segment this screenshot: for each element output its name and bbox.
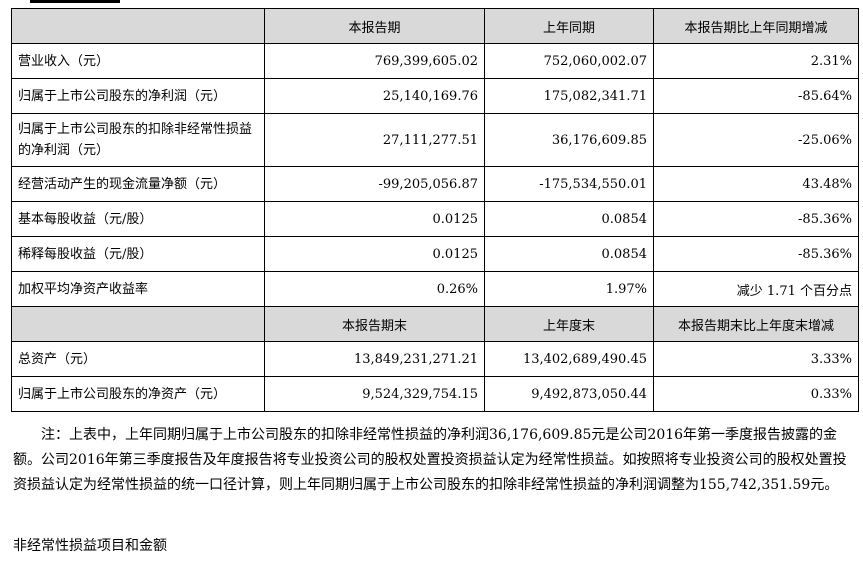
row-prior: 752,060,002.07 <box>484 43 654 79</box>
row-label: 基本每股收益（元/股） <box>11 201 265 237</box>
table-row: 归属于上市公司股东的净利润（元） 25,140,169.76 175,082,3… <box>11 78 859 114</box>
row-current: 0.0125 <box>264 201 485 237</box>
row-prior: 0.0854 <box>484 201 654 237</box>
row-prior: 36,176,609.85 <box>484 113 654 167</box>
top-heading-fragment <box>30 0 120 3</box>
table-row: 稀释每股收益（元/股） 0.0125 0.0854 -85.36% <box>11 236 859 272</box>
section-heading: 非经常性损益项目和金额 <box>13 538 167 554</box>
table-row: 归属于上市公司股东的净资产（元） 9,524,329,754.15 9,492,… <box>11 376 859 412</box>
row-change: 2.31% <box>653 43 859 79</box>
header-current-period: 本报告期 <box>264 8 485 44</box>
row-label: 加权平均净资产收益率 <box>11 271 265 307</box>
row-current: -99,205,056.87 <box>264 166 485 202</box>
row-change: 减少 1.71 个百分点 <box>653 271 859 307</box>
table-row: 基本每股收益（元/股） 0.0125 0.0854 -85.36% <box>11 201 859 237</box>
row-prior: 13,402,689,490.45 <box>484 341 654 377</box>
row-prior: 175,082,341.71 <box>484 78 654 114</box>
row-change: 0.33% <box>653 376 859 412</box>
row-label: 归属于上市公司股东的扣除非经常性损益的净利润（元） <box>11 113 265 167</box>
subheader-blank-cell <box>11 306 265 342</box>
row-prior: 0.0854 <box>484 236 654 272</box>
row-current: 0.26% <box>264 271 485 307</box>
table-row: 经营活动产生的现金流量净额（元） -99,205,056.87 -175,534… <box>11 166 859 202</box>
row-prior: 9,492,873,050.44 <box>484 376 654 412</box>
subheader-prior-year-end: 上年度末 <box>484 306 654 342</box>
subheader-change: 本报告期末比上年度末增减 <box>653 306 859 342</box>
row-current: 0.0125 <box>264 236 485 272</box>
table-row: 加权平均净资产收益率 0.26% 1.97% 减少 1.71 个百分点 <box>11 271 859 307</box>
row-change: 43.48% <box>653 166 859 202</box>
subheader-period-end: 本报告期末 <box>264 306 485 342</box>
row-current: 769,399,605.02 <box>264 43 485 79</box>
row-label: 归属于上市公司股东的净资产（元） <box>11 376 265 412</box>
row-label: 归属于上市公司股东的净利润（元） <box>11 78 265 114</box>
table-subheader-row: 本报告期末 上年度末 本报告期末比上年度末增减 <box>11 306 859 342</box>
row-current: 9,524,329,754.15 <box>264 376 485 412</box>
row-label: 总资产（元） <box>11 341 265 377</box>
row-prior: 1.97% <box>484 271 654 307</box>
footnote-text: 注：上表中，上年同期归属于上市公司股东的扣除非经常性损益的净利润36,176,6… <box>13 427 847 493</box>
row-current: 25,140,169.76 <box>264 78 485 114</box>
row-change: -85.64% <box>653 78 859 114</box>
row-current: 27,111,277.51 <box>264 113 485 167</box>
header-prior-period: 上年同期 <box>484 8 654 44</box>
financial-summary-table: 本报告期 上年同期 本报告期比上年同期增减 营业收入（元） 769,399,60… <box>11 8 859 412</box>
row-change: 3.33% <box>653 341 859 377</box>
row-change: -85.36% <box>653 236 859 272</box>
header-blank-cell <box>11 8 265 44</box>
row-current: 13,849,231,271.21 <box>264 341 485 377</box>
row-label: 营业收入（元） <box>11 43 265 79</box>
row-change: -85.36% <box>653 201 859 237</box>
row-label: 经营活动产生的现金流量净额（元） <box>11 166 265 202</box>
table-header-row: 本报告期 上年同期 本报告期比上年同期增减 <box>11 8 859 44</box>
row-prior: -175,534,550.01 <box>484 166 654 202</box>
header-change: 本报告期比上年同期增减 <box>653 8 859 44</box>
row-change: -25.06% <box>653 113 859 167</box>
table-footnote: 注：上表中，上年同期归属于上市公司股东的扣除非经常性损益的净利润36,176,6… <box>13 423 855 498</box>
table-row: 归属于上市公司股东的扣除非经常性损益的净利润（元） 27,111,277.51 … <box>11 113 859 167</box>
table-row: 营业收入（元） 769,399,605.02 752,060,002.07 2.… <box>11 43 859 79</box>
table-row: 总资产（元） 13,849,231,271.21 13,402,689,490.… <box>11 341 859 377</box>
row-label: 稀释每股收益（元/股） <box>11 236 265 272</box>
